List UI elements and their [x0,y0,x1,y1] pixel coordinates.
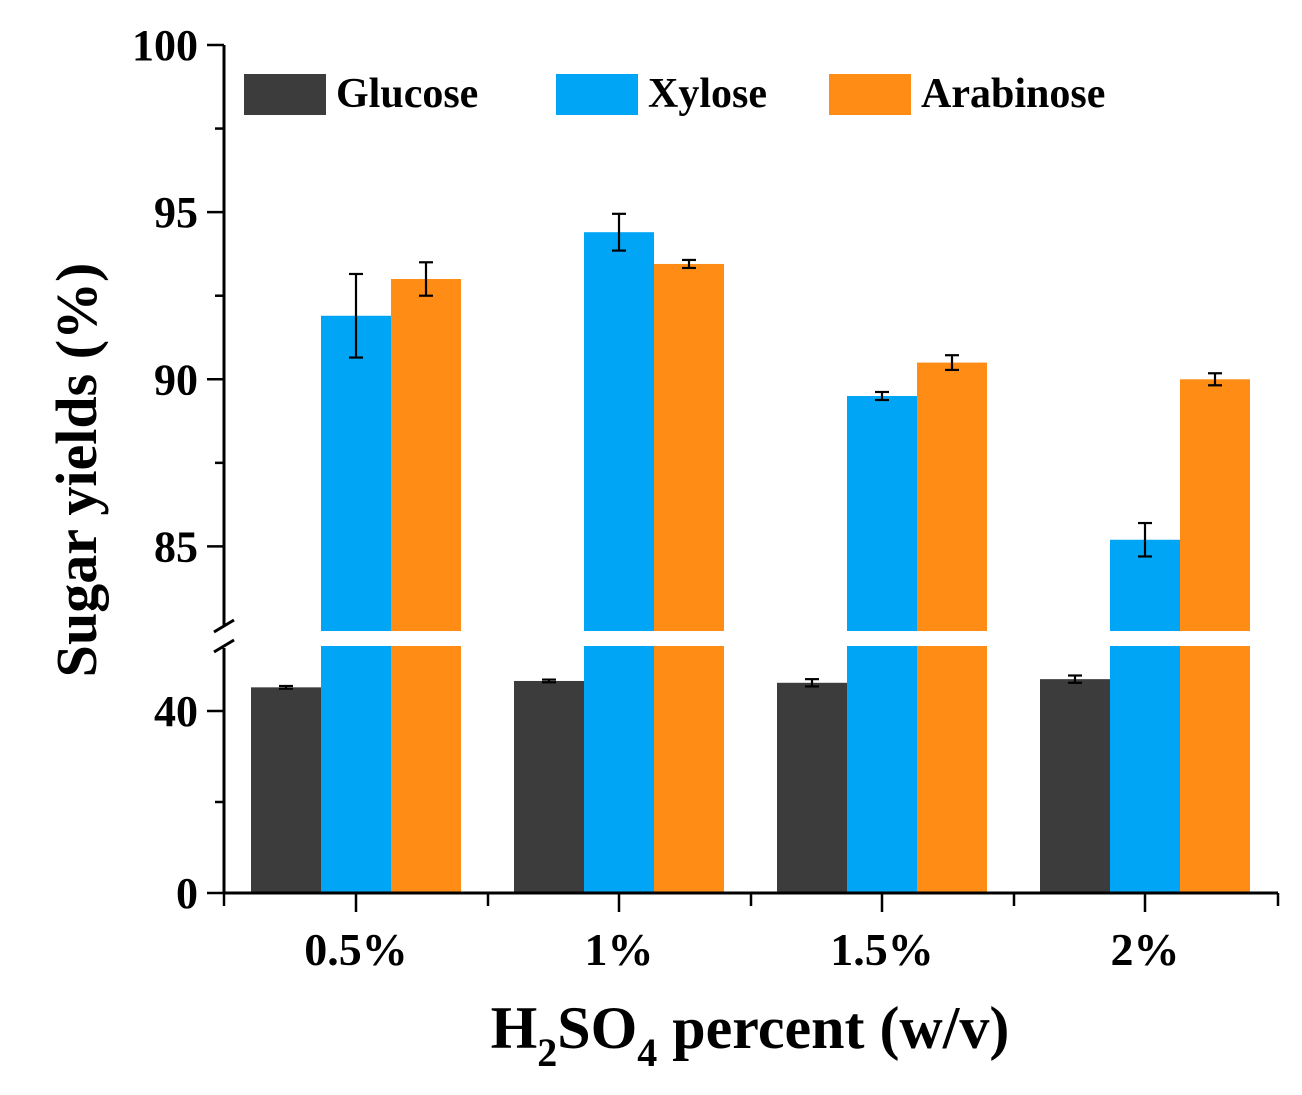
x-ticks: 0.5% 1% 1.5% 2% [222,893,1280,975]
error-bar-arabinose-1 [682,258,696,270]
bar-arabinose-2 [917,362,987,894]
bar-xylose-3 [1110,539,1180,893]
y-tick-label: 90 [154,355,198,404]
x-tick-label: 0.5% [304,924,408,975]
x-tick-label: 1.5% [830,924,934,975]
y-ticks: 85 90 95 100 0 40 [132,21,224,918]
legend: Glucose Xylose Arabinose [244,71,1105,117]
legend-item-glucose: Glucose [244,71,478,117]
error-bar-xylose-3 [1138,521,1152,558]
axis-break-marks [213,618,235,654]
error-bar-arabinose-2 [945,354,959,372]
error-bar-glucose-3 [1068,674,1082,684]
bar-xylose-1 [584,232,654,893]
axis-break-gap [226,631,1296,646]
axis-break-gaps [226,631,1296,646]
bar-arabinose-1 [654,263,724,893]
error-bar-xylose-0 [349,272,363,359]
error-bar-arabinose-0 [419,261,433,297]
y-tick-label: 0 [176,869,198,918]
x-tick-label: 2% [1111,924,1180,975]
legend-swatch [829,74,911,115]
error-bar-xylose-2 [875,390,889,402]
error-bars-group [279,212,1222,690]
bar-glucose-3 [1040,679,1110,893]
legend-swatch [556,74,638,115]
y-axis-title: Sugar yields (%) [44,263,109,678]
x-axis-title: H2SO4 percent (w/v) [491,995,1010,1075]
x-tick-label: 1% [585,924,654,975]
legend-label: Arabinose [921,71,1105,117]
error-bar-glucose-1 [542,678,556,684]
bar-arabinose-0 [391,279,461,893]
bar-glucose-2 [777,682,847,893]
y-tick-label: 85 [154,522,198,571]
error-bar-glucose-2 [805,678,819,688]
error-bar-glucose-0 [279,684,293,690]
error-bar-arabinose-3 [1208,372,1222,387]
bars-group [251,232,1250,894]
y-tick-label: 40 [154,687,198,736]
legend-swatch [244,74,326,115]
legend-item-xylose: Xylose [556,71,767,117]
legend-label: Glucose [336,71,478,117]
legend-label: Xylose [648,71,767,117]
bar-glucose-0 [251,687,321,893]
error-bar-xylose-1 [612,212,626,252]
bar-xylose-0 [321,315,391,893]
bar-glucose-1 [514,680,584,893]
legend-item-arabinose: Arabinose [829,71,1105,117]
y-tick-label: 95 [154,188,198,237]
y-tick-label: 100 [132,21,198,70]
